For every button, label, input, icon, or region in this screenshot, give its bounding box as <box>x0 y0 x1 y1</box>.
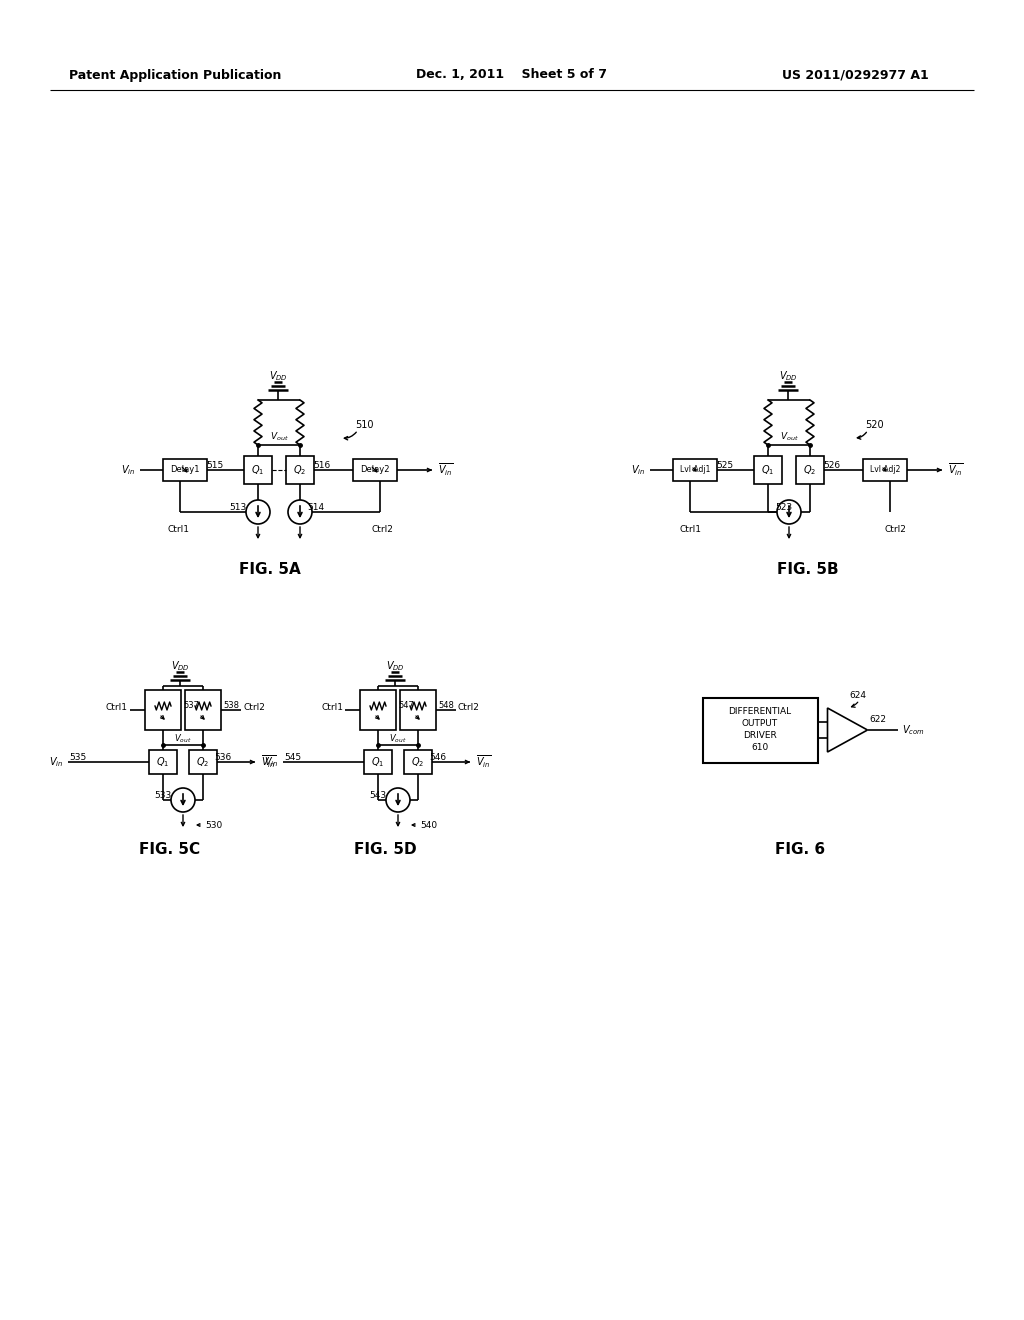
Text: $\overline{V_{in}}$: $\overline{V_{in}}$ <box>261 754 276 771</box>
Bar <box>673 459 717 480</box>
Text: $V_{in}$: $V_{in}$ <box>631 463 645 477</box>
Text: Lvl Adj1: Lvl Adj1 <box>680 466 711 474</box>
Text: Ctrl2: Ctrl2 <box>243 704 265 713</box>
Text: Ctrl2: Ctrl2 <box>458 704 480 713</box>
Text: $V_{in}$: $V_{in}$ <box>121 463 135 477</box>
Text: 514: 514 <box>307 503 325 511</box>
Text: $V_{out}$: $V_{out}$ <box>269 430 289 444</box>
Text: US 2011/0292977 A1: US 2011/0292977 A1 <box>781 69 929 82</box>
Bar <box>150 750 177 774</box>
Bar <box>364 750 392 774</box>
Text: $Q_2$: $Q_2$ <box>197 755 210 768</box>
Bar <box>353 459 397 480</box>
Text: $Q_1$: $Q_1$ <box>157 755 170 768</box>
Text: 540: 540 <box>420 821 437 829</box>
Bar <box>286 455 314 484</box>
Text: Ctrl1: Ctrl1 <box>106 704 128 713</box>
Bar <box>185 690 221 730</box>
Text: 548: 548 <box>438 701 454 710</box>
Bar <box>702 697 817 763</box>
Text: DIFFERENTIAL: DIFFERENTIAL <box>728 708 792 717</box>
Text: 533: 533 <box>155 791 172 800</box>
Bar <box>163 459 207 480</box>
Text: $V_{in}$: $V_{in}$ <box>48 755 63 768</box>
Text: OUTPUT: OUTPUT <box>742 719 778 729</box>
Text: Ctrl1: Ctrl1 <box>679 525 701 535</box>
Text: 515: 515 <box>207 461 223 470</box>
Text: 624: 624 <box>849 690 866 700</box>
Text: $\overline{V_{in}}$: $\overline{V_{in}}$ <box>948 462 964 478</box>
Bar <box>754 455 782 484</box>
Text: 547: 547 <box>398 701 414 710</box>
Text: 513: 513 <box>229 503 247 511</box>
Text: $V_{DD}$: $V_{DD}$ <box>171 659 189 673</box>
Bar <box>189 750 217 774</box>
Text: Ctrl2: Ctrl2 <box>371 525 393 535</box>
Text: $V_{DD}$: $V_{DD}$ <box>386 659 404 673</box>
Bar <box>796 455 824 484</box>
Text: Ctrl1: Ctrl1 <box>321 704 343 713</box>
Text: 523: 523 <box>775 503 793 511</box>
Text: Delay1: Delay1 <box>170 466 200 474</box>
Text: $Q_2$: $Q_2$ <box>412 755 425 768</box>
Text: Dec. 1, 2011    Sheet 5 of 7: Dec. 1, 2011 Sheet 5 of 7 <box>417 69 607 82</box>
Text: $V_{out}$: $V_{out}$ <box>174 733 191 746</box>
Text: Ctrl1: Ctrl1 <box>167 525 189 535</box>
Text: Ctrl2: Ctrl2 <box>884 525 906 535</box>
Text: FIG. 5D: FIG. 5D <box>353 842 417 858</box>
Text: $\overline{V_{in}}$: $\overline{V_{in}}$ <box>476 754 492 771</box>
Text: FIG. 5A: FIG. 5A <box>240 562 301 578</box>
Text: $V_{out}$: $V_{out}$ <box>779 430 799 444</box>
Text: 520: 520 <box>865 420 884 430</box>
Text: FIG. 5C: FIG. 5C <box>139 842 201 858</box>
Bar <box>244 455 272 484</box>
Text: 516: 516 <box>313 461 331 470</box>
Text: 525: 525 <box>717 461 733 470</box>
Text: $\overline{V_{in}}$: $\overline{V_{in}}$ <box>438 462 454 478</box>
Text: $Q_1$: $Q_1$ <box>372 755 385 768</box>
Bar <box>400 690 436 730</box>
Text: $V_{in}$: $V_{in}$ <box>263 755 278 768</box>
Text: 510: 510 <box>355 420 374 430</box>
Text: $Q_1$: $Q_1$ <box>251 463 264 477</box>
Text: 543: 543 <box>370 791 387 800</box>
Bar <box>360 690 396 730</box>
Text: $V_{com}$: $V_{com}$ <box>902 723 926 737</box>
Text: $Q_2$: $Q_2$ <box>294 463 306 477</box>
Text: $V_{DD}$: $V_{DD}$ <box>778 370 798 383</box>
Text: DRIVER: DRIVER <box>743 731 777 741</box>
Text: FIG. 6: FIG. 6 <box>775 842 825 858</box>
Bar <box>145 690 181 730</box>
Text: $V_{out}$: $V_{out}$ <box>389 733 407 746</box>
Text: 545: 545 <box>285 752 301 762</box>
Text: FIG. 5B: FIG. 5B <box>777 562 839 578</box>
Text: 535: 535 <box>70 752 87 762</box>
Text: 610: 610 <box>752 743 769 752</box>
Text: $Q_1$: $Q_1$ <box>762 463 774 477</box>
Text: Delay2: Delay2 <box>360 466 390 474</box>
Text: Patent Application Publication: Patent Application Publication <box>69 69 282 82</box>
Text: $Q_2$: $Q_2$ <box>804 463 816 477</box>
Bar <box>863 459 907 480</box>
Text: 530: 530 <box>205 821 222 829</box>
Text: Lvl Adj2: Lvl Adj2 <box>869 466 900 474</box>
Text: 537: 537 <box>183 701 199 710</box>
Text: 546: 546 <box>429 752 446 762</box>
Text: 526: 526 <box>823 461 841 470</box>
Text: 622: 622 <box>869 715 886 725</box>
Bar <box>404 750 432 774</box>
Text: $V_{DD}$: $V_{DD}$ <box>268 370 288 383</box>
Text: 538: 538 <box>223 701 239 710</box>
Text: 536: 536 <box>214 752 231 762</box>
